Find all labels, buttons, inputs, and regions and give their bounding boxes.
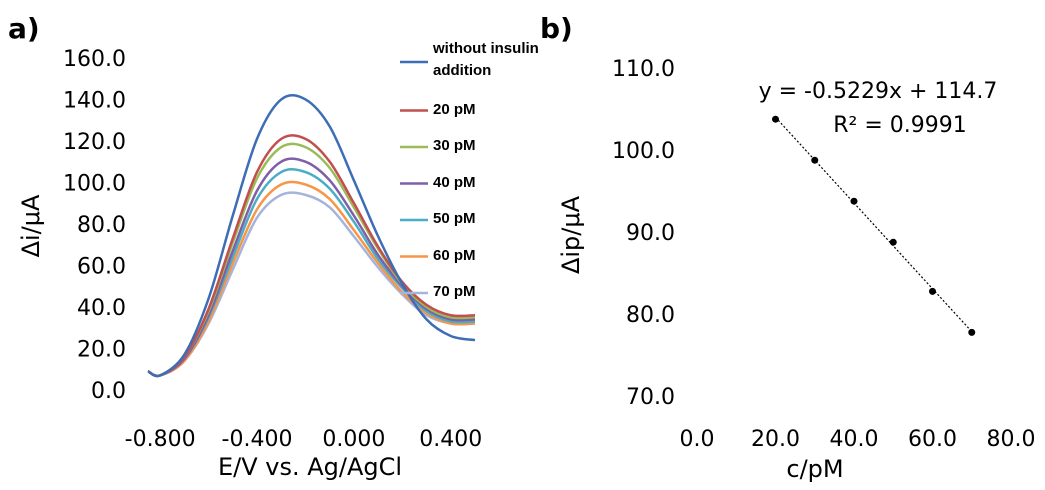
legend-label: 70 pM — [433, 283, 476, 300]
data-point — [968, 328, 976, 336]
x-tick-label: 40.0 — [830, 427, 879, 452]
y-tick-label: 80.0 — [626, 303, 675, 328]
data-point — [889, 238, 897, 246]
y-axis-title: Δi/μA — [17, 194, 45, 257]
y-tick-label: 20.0 — [77, 338, 126, 363]
panel-label: a) — [8, 12, 40, 45]
y-tick-label: 60.0 — [77, 255, 126, 280]
y-tick-label: 70.0 — [626, 385, 675, 410]
legend-label: 50 pM — [433, 210, 476, 227]
data-line — [147, 180, 476, 377]
annotation: y = -0.5229x + 114.7 — [759, 79, 998, 104]
y-tick-label: 120.0 — [63, 130, 126, 155]
legend-entry: 70 pM — [433, 283, 476, 300]
legend-entry: 60 pM — [433, 246, 476, 264]
x-tick-label: 80.0 — [987, 427, 1036, 452]
x-tick-label: -0.800 — [125, 427, 196, 452]
x-tick-label: -0.400 — [222, 427, 293, 452]
annotation: R² = 0.9991 — [833, 113, 967, 138]
legend-entry: 50 pM — [433, 210, 476, 227]
y-tick-label: 80.0 — [77, 213, 126, 238]
data-point — [811, 156, 819, 164]
x-tick-label: 20.0 — [751, 427, 800, 452]
data-point — [850, 197, 858, 205]
data-line — [147, 94, 476, 378]
y-tick-label: 0.0 — [91, 379, 126, 404]
data-point — [929, 287, 936, 295]
data-line — [147, 157, 476, 378]
legend-label: without insulin addition — [433, 40, 539, 79]
data-point — [772, 115, 779, 123]
legend-label: 20 pM — [433, 100, 476, 118]
legend-entry: 30 pM — [433, 137, 476, 154]
legend-label: 30 pM — [433, 137, 476, 154]
x-axis-title: c/pM — [786, 455, 843, 483]
legend-entry: without insulin addition — [433, 40, 539, 79]
x-axis-title: E/V vs. Ag/AgCl — [218, 453, 402, 481]
y-tick-label: 100.0 — [612, 139, 675, 164]
y-tick-label: 40.0 — [77, 296, 126, 321]
x-tick-label: 0.0 — [680, 427, 715, 452]
y-tick-label: 90.0 — [626, 221, 675, 246]
y-axis-title: Δip/μA — [557, 195, 585, 274]
y-tick-label: 110.0 — [612, 57, 675, 82]
y-tick-label: 140.0 — [63, 89, 126, 114]
legend-entry: 40 pM — [433, 173, 476, 191]
x-tick-label: 0.000 — [322, 427, 385, 452]
x-tick-label: 0.400 — [419, 427, 482, 452]
y-tick-label: 160.0 — [63, 47, 126, 72]
legend-label: 40 pM — [433, 173, 476, 191]
legend-label: 60 pM — [433, 246, 476, 264]
legend-entry: 20 pM — [433, 100, 476, 118]
y-tick-label: 100.0 — [63, 172, 126, 197]
trendline — [775, 116, 973, 333]
data-line — [147, 134, 476, 378]
x-tick-label: 60.0 — [908, 427, 957, 452]
panel-label: b) — [540, 12, 573, 45]
